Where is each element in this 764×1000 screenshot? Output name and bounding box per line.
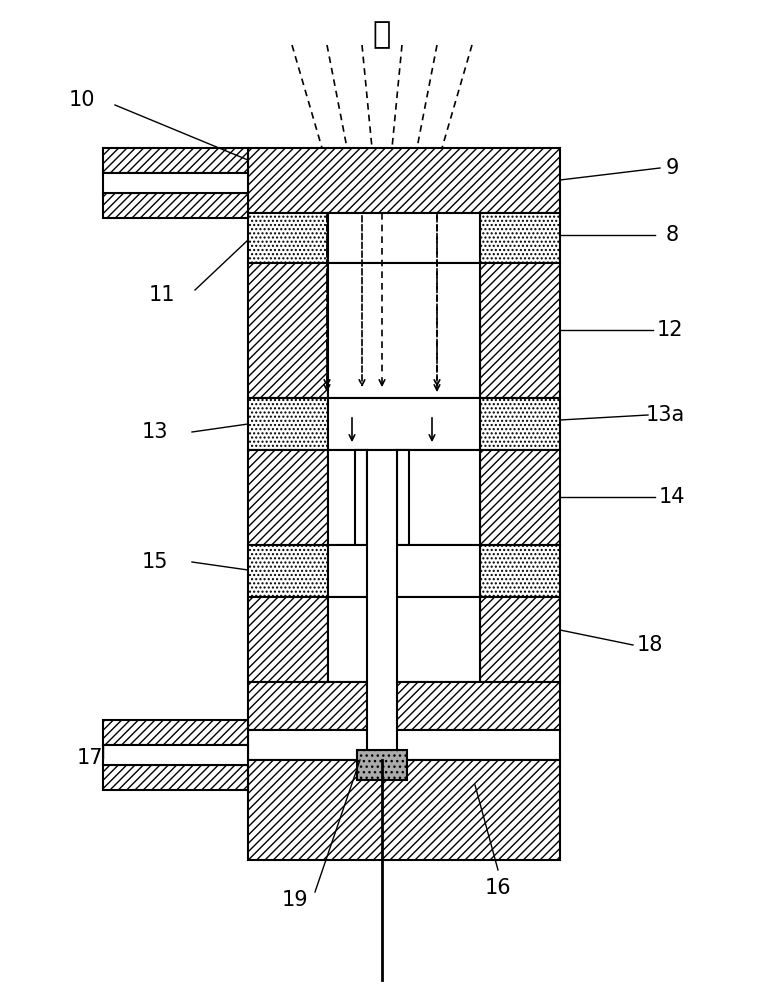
Bar (397, 450, 480, 545)
Bar (248, 760, 560, 860)
Bar (248, 213, 328, 263)
Text: 10: 10 (69, 90, 96, 110)
Bar (357, 750, 407, 780)
Bar (103, 193, 248, 218)
Bar (480, 263, 560, 398)
Text: 光: 光 (373, 20, 391, 49)
Bar (480, 545, 560, 597)
Text: 18: 18 (637, 635, 663, 655)
Bar (248, 263, 328, 398)
Bar (480, 450, 560, 545)
Bar (248, 682, 560, 730)
Bar (397, 450, 409, 545)
Text: 15: 15 (142, 552, 168, 572)
Text: 16: 16 (484, 878, 511, 898)
Text: 13: 13 (142, 422, 168, 442)
Bar (328, 450, 367, 545)
Bar (367, 450, 397, 760)
Text: 17: 17 (76, 748, 103, 768)
Bar (248, 730, 560, 760)
Bar (103, 148, 248, 173)
Bar (103, 745, 248, 765)
Bar (248, 450, 328, 545)
Text: 9: 9 (665, 158, 678, 178)
Bar (103, 720, 248, 745)
Bar (103, 173, 248, 193)
Text: 11: 11 (149, 285, 175, 305)
Bar (328, 597, 480, 682)
Text: 14: 14 (659, 487, 685, 507)
Bar (480, 398, 560, 450)
Bar (248, 597, 328, 682)
Bar (480, 213, 560, 263)
Bar (480, 597, 560, 682)
Text: 12: 12 (657, 320, 683, 340)
Text: 19: 19 (282, 890, 309, 910)
Bar (248, 148, 560, 213)
Bar (328, 545, 480, 597)
Bar (248, 398, 328, 450)
Text: 13a: 13a (646, 405, 685, 425)
Bar (328, 263, 480, 398)
Bar (328, 213, 480, 263)
Bar (103, 765, 248, 790)
Bar (248, 545, 328, 597)
Text: 8: 8 (665, 225, 678, 245)
Bar (328, 398, 480, 450)
Bar (355, 450, 367, 545)
